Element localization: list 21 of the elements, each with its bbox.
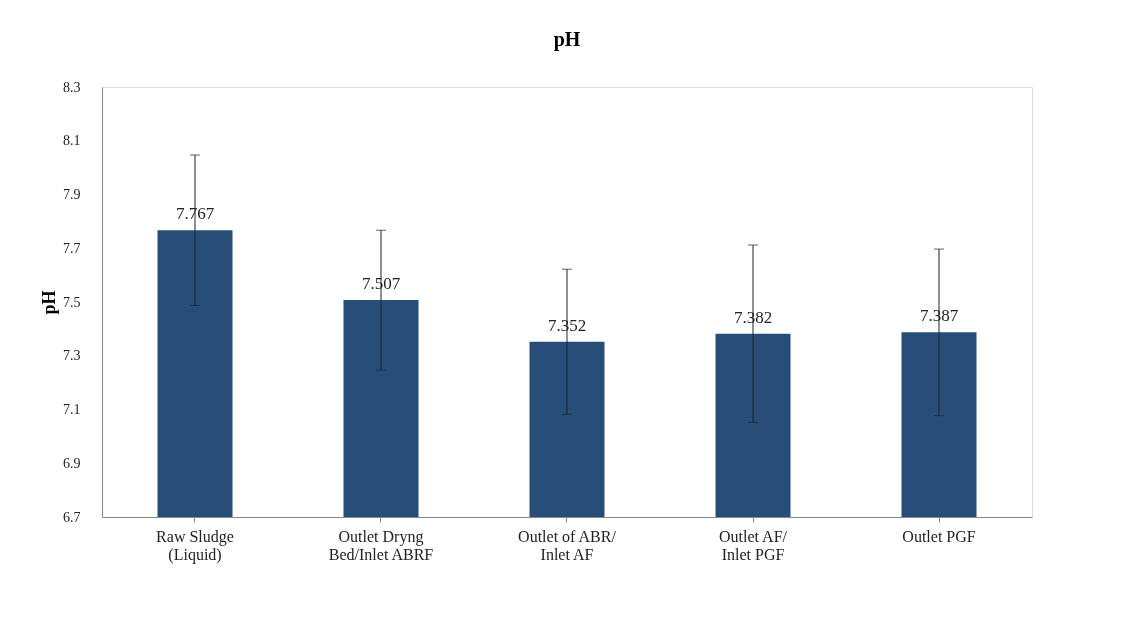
data-label: 7.767 — [175, 204, 215, 224]
y-tick-label: 7.9 — [63, 187, 81, 202]
y-axis-title: pH — [39, 290, 59, 315]
y-tick-label: 7.3 — [63, 348, 81, 364]
x-tick-label: Raw Sludge (Liquid) — [156, 527, 234, 564]
y-tick-label: 7.1 — [63, 402, 81, 417]
x-tick-label: Outlet of ABR/ Inlet AF — [518, 527, 617, 563]
y-tick-label: 6.9 — [63, 455, 81, 471]
y-tick-label: 8.3 — [63, 79, 81, 95]
data-label: 7.382 — [733, 307, 773, 327]
y-tick-label: 6.7 — [63, 509, 81, 525]
data-label: 7.507 — [361, 274, 401, 294]
x-tick-label: Outlet AF/ Inlet PGF — [718, 527, 788, 563]
x-tick-label: Outlet Dryng Bed/Inlet ABRF — [328, 527, 434, 563]
data-label: 7.387 — [919, 306, 959, 326]
chart-title: pH — [553, 28, 581, 51]
y-tick-label: 7.7 — [63, 240, 81, 256]
x-tick-label: Outlet PGF — [902, 527, 976, 545]
y-tick-label: 7.5 — [63, 294, 81, 310]
data-label: 7.352 — [547, 315, 587, 335]
y-tick-label: 8.1 — [63, 133, 81, 149]
